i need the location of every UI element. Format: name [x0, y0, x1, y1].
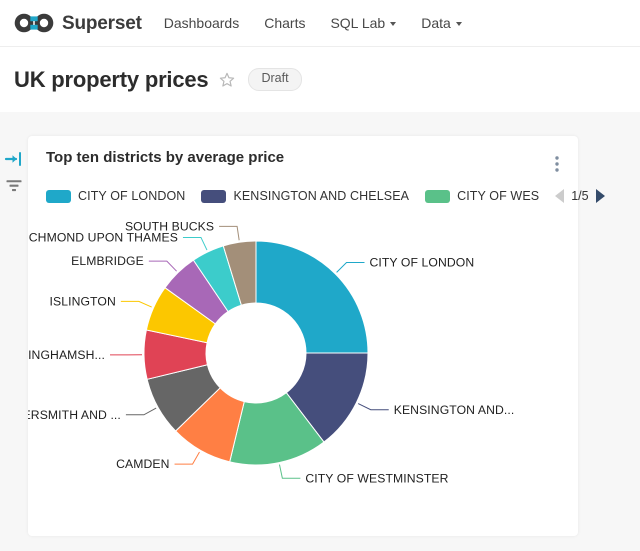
legend-swatch: [425, 189, 451, 203]
page-title: UK property prices: [14, 66, 209, 92]
nav-items: Dashboards Charts SQL Lab Data: [164, 15, 462, 31]
more-vertical-icon[interactable]: [550, 155, 564, 173]
legend-label: CITY OF LONDON: [78, 189, 186, 203]
nav-item-charts[interactable]: Charts: [264, 15, 305, 31]
legend-item-kensington-and-chelsea[interactable]: KENSINGTON AND CHELSEA: [201, 189, 409, 203]
top-navbar: Superset Dashboards Charts SQL Lab Data: [0, 0, 640, 47]
legend-swatch: [201, 189, 227, 203]
chevron-down-icon: [455, 22, 462, 26]
dashboard-title-bar: UK property prices Draft: [0, 47, 640, 112]
legend-page-count: 1/5: [571, 189, 589, 203]
donut-slices[interactable]: [143, 240, 369, 466]
leader-line: [336, 261, 365, 273]
slice-label: CITY OF WESTMINSTER: [305, 471, 448, 485]
leader-line: [278, 464, 301, 479]
nav-item-label: SQL Lab: [330, 15, 386, 31]
brand-name: Superset: [62, 12, 142, 34]
legend-label: KENSINGTON AND CHELSEA: [233, 189, 410, 203]
left-rail: [0, 112, 28, 551]
slice-label: SOUTH BUCKS: [125, 219, 214, 233]
chart-title: Top ten districts by average price: [46, 149, 285, 166]
donut-leader-lines: [110, 225, 389, 479]
nav-item-data[interactable]: Data: [421, 15, 462, 31]
leader-line: [174, 451, 200, 465]
leader-line: [125, 407, 157, 416]
chart-legend: CITY OF LONDON KENSINGTON AND CHELSEA CI…: [46, 186, 605, 206]
leader-line: [120, 300, 152, 308]
donut-slice[interactable]: [255, 240, 369, 354]
expand-panel-icon[interactable]: [4, 149, 24, 169]
star-outline-icon[interactable]: [218, 71, 236, 89]
chevron-right-icon[interactable]: [595, 189, 605, 203]
donut-chart: CITY OF LONDON KENSINGTON AND... CITY OF W…: [28, 208, 578, 536]
slice-label: HAMMERSMITH AND ...: [28, 408, 121, 422]
leader-line: [219, 225, 240, 241]
slice-label: CITY OF LONDON: [370, 255, 475, 269]
slice-label: CAMDEN: [116, 457, 169, 471]
nav-item-label: Charts: [264, 15, 306, 31]
brand[interactable]: Superset: [13, 12, 142, 34]
leader-line: [182, 236, 208, 251]
donut-slice-labels: CITY OF LONDON KENSINGTON AND... CITY OF W…: [28, 219, 514, 485]
slice-label: ELMBRIDGE: [71, 254, 144, 268]
slice-label: RICHMOND UPON THAMES: [28, 230, 178, 244]
chart-card-header: Top ten districts by average price: [28, 136, 578, 166]
legend-item-city-of-london[interactable]: CITY OF LONDON: [46, 189, 185, 203]
leader-line: [148, 260, 177, 272]
legend-item-city-of-westminster[interactable]: CITY OF WES: [425, 189, 539, 203]
leader-line: [357, 403, 389, 411]
slice-label: ISLINGTON: [49, 294, 115, 308]
slice-label: KENSINGTON AND...: [394, 403, 515, 417]
nav-item-label: Dashboards: [163, 15, 240, 31]
status-badge: Draft: [248, 68, 302, 91]
nav-item-sql-lab[interactable]: SQL Lab: [330, 15, 397, 31]
donut-chart-svg[interactable]: CITY OF LONDON KENSINGTON AND... CITY OF W…: [28, 208, 578, 536]
chart-card: Top ten districts by average price CITY …: [28, 136, 605, 536]
superset-infinity-logo: [14, 13, 54, 33]
legend-label: CITY OF WES: [457, 189, 540, 203]
nav-item-label: Data: [421, 15, 451, 31]
legend-pager: 1/5: [555, 189, 605, 203]
slice-label: BUCKINGHAMSH...: [28, 348, 105, 362]
legend-swatch: [46, 189, 71, 203]
chevron-left-icon[interactable]: [555, 189, 565, 203]
nav-item-dashboards[interactable]: Dashboards: [164, 15, 240, 31]
donut-slice[interactable]: [222, 240, 257, 306]
filter-funnel-icon[interactable]: [4, 176, 24, 196]
chevron-down-icon: [390, 22, 397, 26]
